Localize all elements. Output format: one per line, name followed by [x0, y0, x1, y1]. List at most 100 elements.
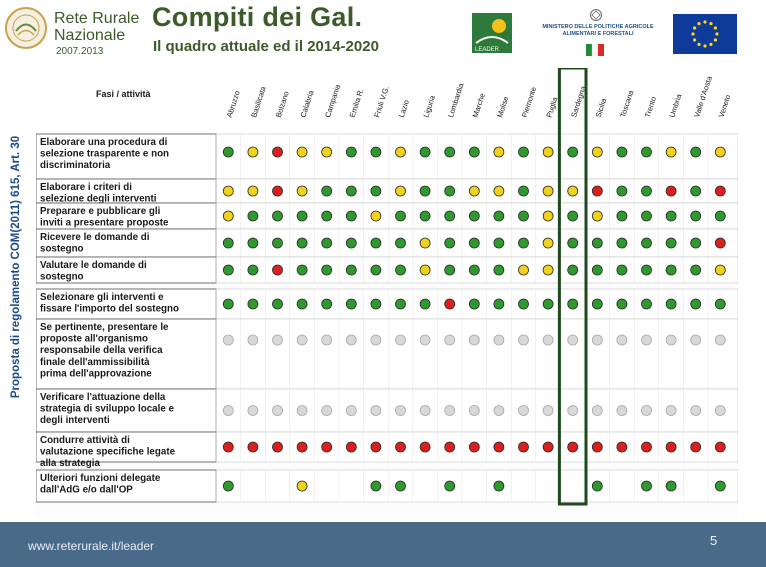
status-dot-red — [272, 264, 283, 276]
status-dot-yellow — [247, 185, 259, 197]
status-dot-gray — [419, 405, 431, 416]
status-dot-green — [690, 210, 702, 222]
status-dot-red — [272, 146, 283, 158]
status-dot-green — [444, 480, 456, 492]
status-dot-green — [345, 210, 357, 222]
status-dot-green — [665, 237, 677, 249]
status-dot-gray — [714, 405, 726, 416]
header-bar: Rete Rurale Nazionale 2007.2013 Compiti … — [0, 0, 766, 64]
status-dot-yellow — [395, 185, 406, 197]
status-dot-green — [567, 237, 579, 249]
status-dot-green — [468, 264, 480, 276]
logo-name: Rete Rurale Nazionale — [54, 10, 139, 44]
status-dot-yellow — [493, 185, 505, 197]
status-dot-green — [419, 185, 431, 197]
status-dot-green — [321, 264, 333, 276]
status-dot-green — [444, 210, 456, 222]
status-dot-gray — [272, 405, 283, 416]
status-dot-green — [247, 264, 259, 276]
status-dot-red — [468, 441, 480, 453]
status-dot-green — [542, 298, 554, 310]
row-label-line: Preparare e pubblicare gli — [40, 206, 161, 217]
status-dot-green — [321, 298, 333, 310]
status-dot-yellow — [542, 185, 554, 197]
status-dot-green — [395, 298, 406, 310]
status-dot-green — [395, 237, 406, 249]
status-dot-red — [493, 441, 505, 453]
status-dot-green — [321, 237, 333, 249]
status-dot-green — [518, 146, 529, 158]
status-dot-green — [665, 298, 677, 310]
row-label-line: dall'AdG e/o dall'OP — [40, 485, 133, 496]
status-dot-green — [321, 185, 333, 197]
row-label-line: finale dell'ammissibilità — [40, 357, 150, 368]
row-label: Elaborare i criteri di selezione degli in… — [40, 182, 157, 205]
eu-star-icon — [693, 26, 697, 30]
status-dot-green — [345, 146, 357, 158]
logo-line2: Nazionale — [54, 27, 126, 44]
row-label: Ulteriori funzioni delegate dall'AdG e/o … — [40, 473, 161, 496]
status-dot-yellow — [542, 237, 554, 249]
status-dot-yellow — [247, 146, 259, 158]
rete-rurale-logo: Rete Rurale Nazionale 2007.2013 — [4, 4, 150, 58]
status-dot-green — [468, 146, 480, 158]
status-dot-red — [518, 441, 529, 453]
status-dot-yellow — [296, 146, 308, 158]
status-dot-yellow — [493, 146, 505, 158]
status-dot-green — [444, 264, 456, 276]
status-dot-red — [714, 237, 726, 249]
status-dot-green — [616, 185, 628, 197]
status-dot-green — [395, 480, 406, 492]
status-dot-yellow — [714, 264, 726, 276]
row-label-line: Elaborare i criteri di — [40, 182, 132, 193]
status-dot-green — [296, 237, 308, 249]
status-dot-green — [641, 298, 652, 310]
footer-url[interactable]: www.reterurale.it/leader — [28, 539, 155, 553]
status-dot-red — [272, 185, 283, 197]
status-dot-green — [296, 298, 308, 310]
status-dot-green — [616, 264, 628, 276]
status-dot-green — [641, 185, 652, 197]
republic-emblem-icon — [586, 9, 604, 57]
row-label: Verificare l'attuazione della strategia d… — [40, 392, 174, 426]
status-dot-green — [468, 237, 480, 249]
status-dot-gray — [321, 334, 333, 346]
status-dot-green — [493, 480, 505, 492]
eu-star-icon — [709, 22, 713, 26]
status-dot-yellow — [468, 185, 480, 197]
status-dot-green — [714, 480, 726, 492]
status-dot-yellow — [419, 237, 431, 249]
status-dot-red — [321, 441, 333, 453]
table-row — [36, 469, 738, 503]
status-dot-gray — [296, 334, 308, 346]
page-title: Compiti dei Gal. — [152, 2, 363, 32]
eu-star-icon — [709, 42, 713, 46]
status-dot-gray — [518, 405, 529, 416]
status-dot-red — [567, 441, 579, 453]
status-dot-green — [690, 298, 702, 310]
row-label-line: fissare l'importo del sostegno — [40, 304, 179, 315]
eu-star-icon — [713, 38, 717, 42]
ministry-logo: MINISTERO DELLE POLITICHE AGRICOLE ALIME… — [530, 8, 665, 60]
status-dot-green — [222, 146, 234, 158]
rete-rurale-seal-icon — [5, 7, 47, 49]
status-dot-green — [370, 146, 382, 158]
row-label-line: inviti a presentare proposte — [40, 218, 169, 229]
leader-emblem-icon: LEADER — [472, 13, 512, 53]
status-dot-green — [690, 237, 702, 249]
status-dot-red — [665, 441, 677, 453]
status-dot-green — [714, 210, 726, 222]
status-dot-red — [641, 441, 652, 453]
status-dot-green — [272, 210, 283, 222]
row-label-line: responsabile della verifica — [40, 345, 163, 356]
status-dot-green — [395, 210, 406, 222]
status-dot-green — [345, 264, 357, 276]
leader-logo: LEADER — [472, 13, 512, 53]
status-dot-gray — [690, 334, 702, 346]
status-dot-green — [665, 264, 677, 276]
status-dot-green — [714, 298, 726, 310]
status-dot-green — [641, 146, 652, 158]
status-dot-green — [690, 264, 702, 276]
row-label-line: selezione trasparente e non — [40, 149, 169, 160]
status-dot-yellow — [370, 210, 382, 222]
